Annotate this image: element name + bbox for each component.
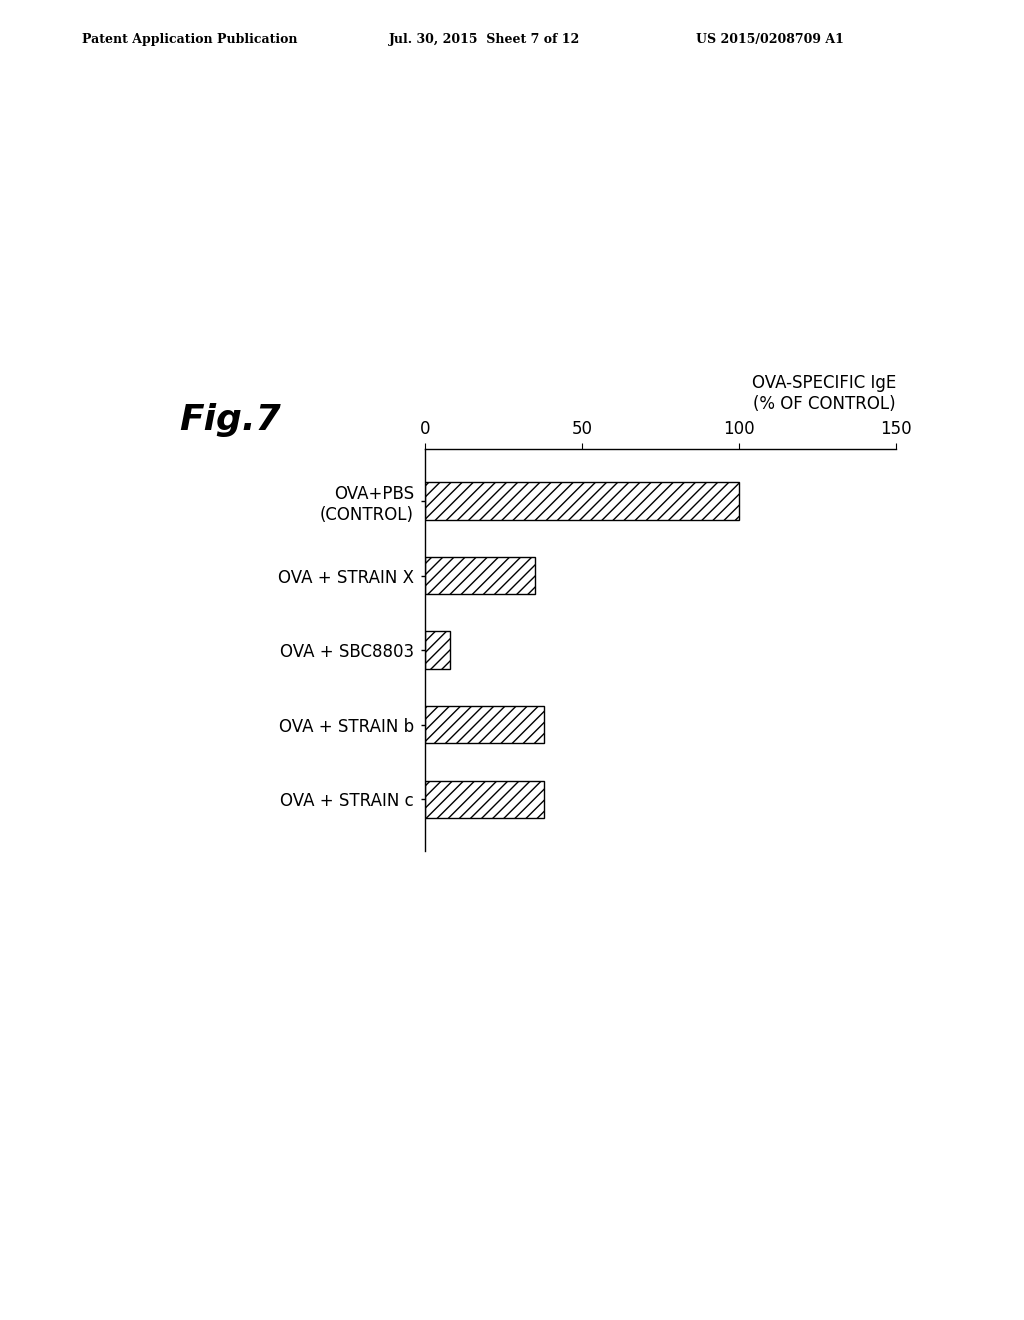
- Text: US 2015/0208709 A1: US 2015/0208709 A1: [696, 33, 844, 46]
- Bar: [425, 631, 451, 669]
- Text: Fig.7: Fig.7: [179, 403, 281, 437]
- Text: Jul. 30, 2015  Sheet 7 of 12: Jul. 30, 2015 Sheet 7 of 12: [389, 33, 581, 46]
- Bar: [425, 482, 739, 520]
- Text: Patent Application Publication: Patent Application Publication: [82, 33, 297, 46]
- Bar: [425, 780, 545, 818]
- Text: OVA-SPECIFIC IgE
(% OF CONTROL): OVA-SPECIFIC IgE (% OF CONTROL): [752, 375, 896, 413]
- Bar: [425, 706, 545, 743]
- Bar: [425, 557, 535, 594]
